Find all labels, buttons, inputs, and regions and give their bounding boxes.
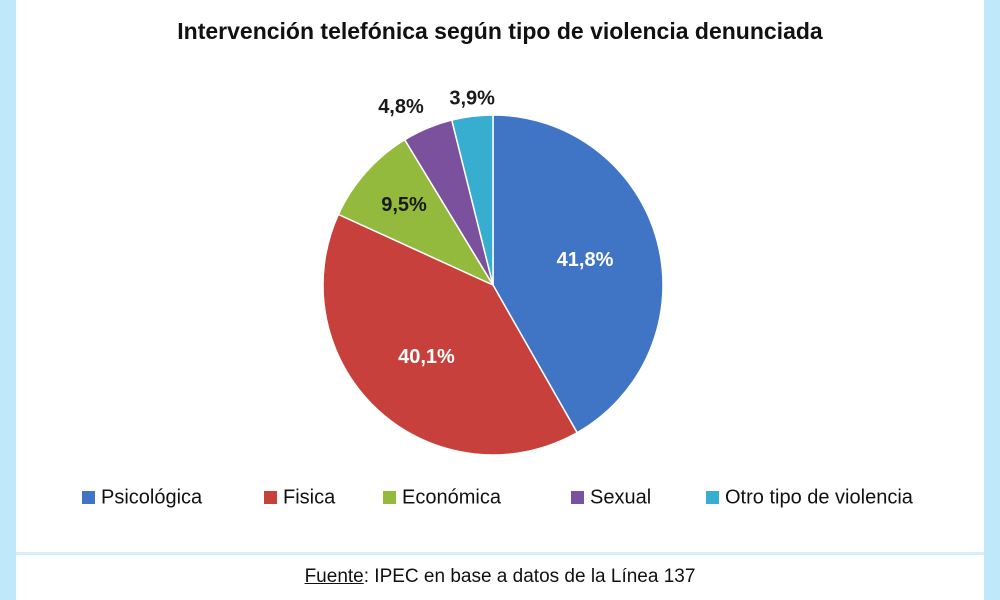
pie-slice-economica	[337, 138, 495, 287]
source-label: Fuente	[304, 566, 364, 587]
chart-title: Intervención telefónica según tipo de vi…	[177, 18, 823, 44]
data-label-otro-tipo-de-violencia: 3,9%	[449, 88, 495, 110]
legend-swatch-fisica	[264, 491, 277, 504]
data-label-fisica: 40,1%	[398, 346, 455, 368]
source-text: : IPEC en base a datos de la Línea 137	[363, 566, 696, 587]
pie-slice-psicologica	[492, 114, 664, 434]
legend-item-economica: Económica	[383, 486, 502, 508]
legend-label-psicologica: Psicológica	[101, 486, 203, 508]
pie-chart: 41,8% 40,1% 9,5% 4,8% 3,9% Psicológica Fisica E…	[82, 88, 914, 508]
pie-slice-otro-tipo-de-violencia	[450, 114, 494, 286]
divider	[16, 552, 984, 555]
source-note: Fuente: IPEC en base a datos de la Línea…	[16, 566, 984, 588]
legend-label-otro-tipo-de-violencia: Otro tipo de violencia	[725, 486, 914, 508]
pie-slice-fisica	[322, 213, 579, 456]
legend-label-fisica: Fisica	[283, 486, 336, 508]
legend-label-economica: Económica	[402, 486, 502, 508]
legend-swatch-sexual	[571, 491, 584, 504]
legend-label-sexual: Sexual	[590, 486, 651, 508]
legend-swatch-psicologica	[82, 491, 95, 504]
legend-item-psicologica: Psicológica	[82, 486, 203, 508]
data-label-economica: 9,5%	[381, 194, 427, 216]
legend-item-sexual: Sexual	[571, 486, 651, 508]
data-label-psicologica: 41,8%	[557, 249, 614, 271]
legend-item-otro-tipo-de-violencia: Otro tipo de violencia	[706, 486, 914, 508]
legend-swatch-otro-tipo-de-violencia	[706, 491, 719, 504]
legend-swatch-economica	[383, 491, 396, 504]
data-label-sexual: 4,8%	[378, 96, 424, 118]
legend-item-fisica: Fisica	[264, 486, 336, 508]
chart-panel: Intervención telefónica según tipo de vi…	[16, 0, 984, 600]
